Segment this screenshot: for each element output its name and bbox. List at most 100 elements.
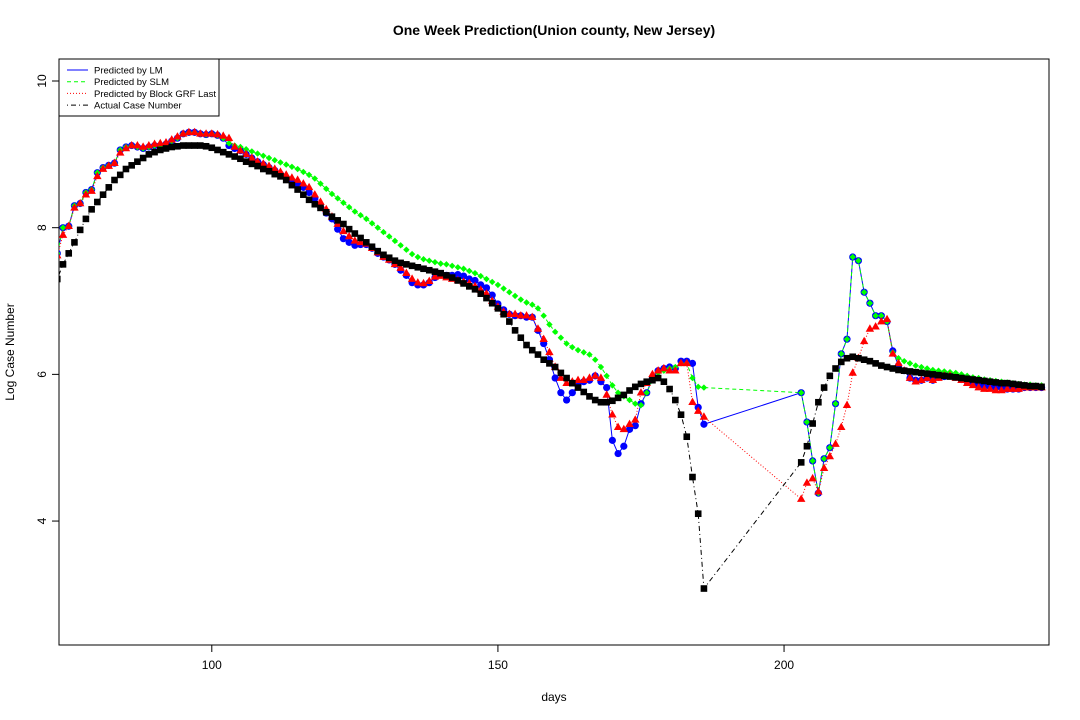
point <box>81 190 91 198</box>
point <box>540 312 547 319</box>
plot-frame <box>58 58 1050 646</box>
point <box>649 376 656 384</box>
point <box>214 146 221 154</box>
point <box>591 371 600 379</box>
point <box>700 420 708 428</box>
point <box>517 296 525 303</box>
point <box>419 278 428 287</box>
point <box>569 344 576 351</box>
point <box>980 384 989 392</box>
point <box>191 142 198 149</box>
point <box>557 334 565 341</box>
point <box>350 236 360 244</box>
point <box>454 264 462 271</box>
point <box>167 135 176 143</box>
point <box>483 275 490 283</box>
point <box>265 154 273 162</box>
point <box>1003 384 1012 392</box>
point <box>431 258 439 266</box>
series-line <box>59 131 1042 494</box>
point <box>317 204 324 212</box>
point <box>59 261 67 268</box>
series-line <box>59 131 1042 494</box>
point <box>75 198 85 207</box>
point <box>420 256 427 263</box>
point <box>688 359 697 367</box>
point <box>929 371 937 378</box>
y-axis-label: Log Case Number <box>3 303 17 400</box>
point <box>580 349 587 356</box>
point <box>654 374 662 382</box>
point <box>271 157 278 164</box>
point <box>260 152 267 160</box>
point <box>912 368 919 376</box>
point <box>368 243 376 251</box>
point <box>991 385 1000 394</box>
point <box>676 358 686 367</box>
point <box>1009 380 1017 388</box>
point <box>586 393 593 400</box>
point <box>253 157 262 165</box>
point <box>631 383 639 391</box>
point <box>803 442 811 450</box>
point <box>666 385 673 393</box>
point <box>162 145 170 152</box>
point <box>396 263 405 271</box>
point <box>815 398 822 406</box>
point <box>877 316 886 325</box>
point <box>1026 382 1034 390</box>
point <box>300 191 307 198</box>
point <box>59 224 67 231</box>
point <box>837 422 846 430</box>
point <box>608 436 616 444</box>
point <box>1021 382 1028 389</box>
point <box>414 253 422 261</box>
point <box>808 473 817 482</box>
point <box>985 384 995 392</box>
point <box>471 285 479 293</box>
point <box>293 175 302 183</box>
point <box>65 250 73 257</box>
point <box>448 262 456 270</box>
point <box>310 190 319 198</box>
point <box>689 473 696 481</box>
point <box>402 268 411 276</box>
point <box>259 165 267 173</box>
point <box>127 140 136 149</box>
point <box>500 285 507 292</box>
point <box>619 424 629 433</box>
point <box>454 271 462 279</box>
point <box>895 355 902 362</box>
point <box>408 250 416 258</box>
point <box>574 384 582 391</box>
point <box>237 155 244 163</box>
point <box>407 274 417 282</box>
point <box>323 185 330 193</box>
point <box>174 142 181 150</box>
point <box>653 366 663 374</box>
point <box>922 373 932 381</box>
point <box>477 272 484 280</box>
point <box>843 354 851 362</box>
point <box>225 151 233 158</box>
point <box>699 412 709 420</box>
point <box>906 360 914 367</box>
point <box>477 290 485 297</box>
point <box>276 167 285 175</box>
point <box>918 369 925 377</box>
point <box>351 208 359 215</box>
point <box>356 237 365 246</box>
point <box>173 132 182 140</box>
point <box>281 170 291 178</box>
point <box>208 144 216 152</box>
point <box>603 398 610 406</box>
point <box>625 425 634 433</box>
point <box>523 341 530 349</box>
point <box>643 389 650 396</box>
point <box>632 400 639 407</box>
point <box>339 226 348 235</box>
point <box>522 311 531 319</box>
point <box>689 374 696 382</box>
point <box>76 226 84 234</box>
point <box>648 369 657 378</box>
